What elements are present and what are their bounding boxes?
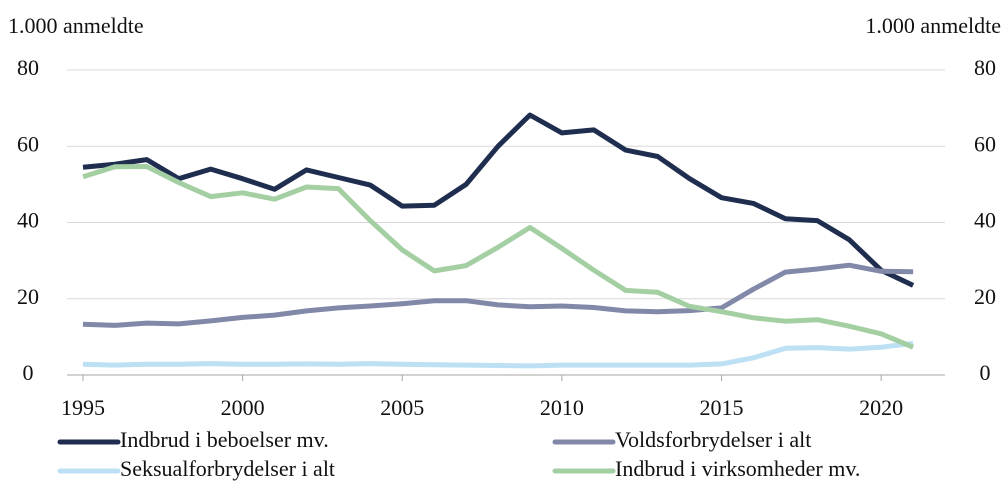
y-tick-label: 80 xyxy=(17,55,39,80)
legend-label: Voldsforbrydelser i alt xyxy=(615,427,811,452)
series-line xyxy=(82,262,914,328)
series-line xyxy=(82,340,914,369)
series-line xyxy=(82,112,915,288)
y2-tick-label: 80 xyxy=(974,55,996,80)
y2-tick-label: 40 xyxy=(974,208,996,233)
legend-label: Indbrud i beboelser mv. xyxy=(120,427,329,452)
y2-tick-label: 0 xyxy=(980,360,991,385)
y-tick-label: 60 xyxy=(17,131,39,156)
series-line xyxy=(82,164,915,350)
x-tick-label: 1995 xyxy=(61,395,105,420)
y-axis-label: 1.000 anmeldte xyxy=(8,13,144,38)
y2-axis-label: 1.000 anmeldte xyxy=(865,13,1001,38)
y2-tick-label: 20 xyxy=(974,284,996,309)
y-tick-label: 40 xyxy=(17,208,39,233)
y-tick-label: 0 xyxy=(23,360,34,385)
x-tick-label: 2020 xyxy=(859,395,903,420)
x-tick-label: 2015 xyxy=(700,395,744,420)
x-tick-label: 2000 xyxy=(221,395,265,420)
y-tick-label: 20 xyxy=(17,284,39,309)
legend-label: Indbrud i virksomheder mv. xyxy=(615,456,860,481)
legend-label: Seksualforbrydelser i alt xyxy=(120,456,335,481)
x-tick-label: 2010 xyxy=(540,395,584,420)
x-tick-label: 2005 xyxy=(380,395,424,420)
y2-tick-label: 60 xyxy=(974,131,996,156)
